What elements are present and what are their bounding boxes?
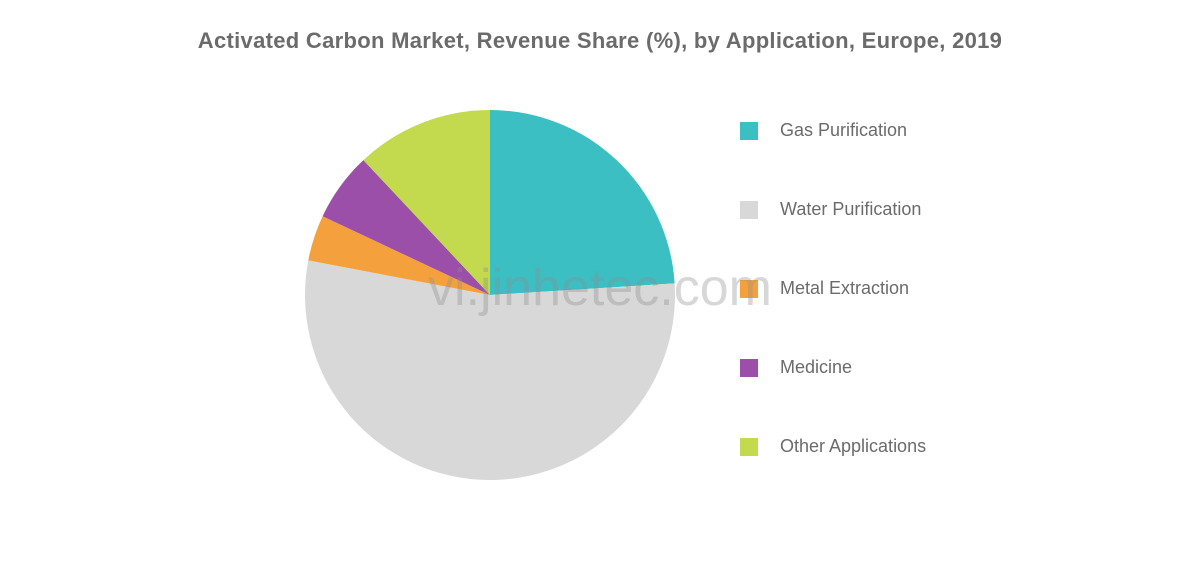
legend-label-4: Other Applications <box>780 436 926 457</box>
legend-swatch-2 <box>740 280 758 298</box>
legend: Gas Purification Water Purification Metal … <box>740 120 926 457</box>
legend-swatch-3 <box>740 359 758 377</box>
legend-item-1: Water Purification <box>740 199 926 220</box>
legend-label-2: Metal Extraction <box>780 278 909 299</box>
chart-title: Activated Carbon Market, Revenue Share (… <box>0 28 1200 54</box>
pie-svg <box>305 110 675 480</box>
pie-slice-0 <box>490 110 675 295</box>
legend-label-1: Water Purification <box>780 199 921 220</box>
legend-label-0: Gas Purification <box>780 120 907 141</box>
legend-swatch-4 <box>740 438 758 456</box>
legend-label-3: Medicine <box>780 357 852 378</box>
legend-item-0: Gas Purification <box>740 120 926 141</box>
legend-swatch-0 <box>740 122 758 140</box>
legend-item-3: Medicine <box>740 357 926 378</box>
chart-container: Activated Carbon Market, Revenue Share (… <box>0 0 1200 575</box>
pie-chart <box>305 110 675 480</box>
legend-swatch-1 <box>740 201 758 219</box>
legend-item-4: Other Applications <box>740 436 926 457</box>
legend-item-2: Metal Extraction <box>740 278 926 299</box>
